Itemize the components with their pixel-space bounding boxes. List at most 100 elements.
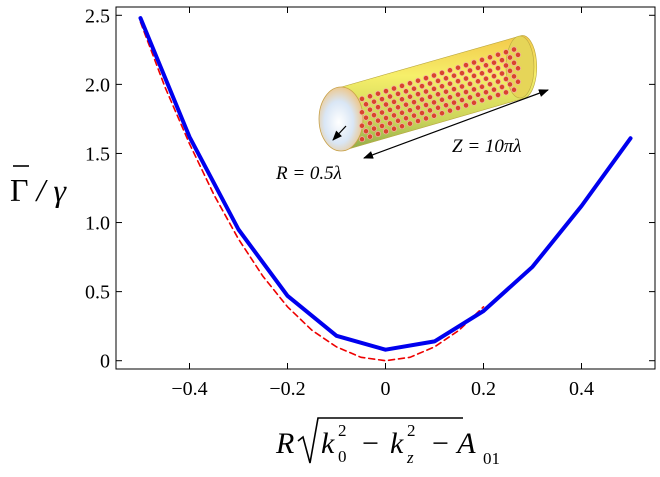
atom-dot	[459, 70, 465, 77]
atom-dot	[371, 125, 377, 132]
x-tick-label: 0.4	[569, 378, 594, 400]
atom-dot	[407, 107, 413, 114]
atom-dot	[411, 85, 417, 92]
length-arrow	[363, 89, 549, 159]
atom-dot	[419, 96, 425, 103]
atom-dot	[515, 78, 521, 85]
atom-dot	[371, 98, 377, 105]
x-tick-label: −0.4	[171, 378, 207, 400]
atom-dot	[443, 75, 449, 82]
atom-dot	[515, 51, 521, 58]
atom-dot	[367, 106, 373, 113]
atom-dot	[383, 128, 389, 135]
atom-dot	[367, 133, 373, 140]
atom-dot	[451, 99, 457, 106]
atom-dot	[491, 86, 497, 93]
atom-dot	[487, 94, 493, 101]
atom-dot	[427, 107, 433, 114]
atom-dot	[431, 85, 437, 92]
atom-dot	[391, 85, 397, 92]
atom-dot	[407, 80, 413, 87]
atom-dot	[447, 107, 453, 114]
atom-dot	[423, 115, 429, 122]
atom-dot	[455, 78, 461, 85]
x-axis-title-sub-b: z	[406, 448, 414, 467]
y-tick-label: 2.5	[85, 5, 110, 27]
atom-dot	[419, 110, 425, 116]
atom-dot	[471, 86, 477, 93]
atom-dot	[435, 104, 441, 111]
y-axis-title: Γ / γ	[10, 165, 67, 208]
x-tick-label: 0.2	[471, 378, 496, 400]
atom-dot	[359, 95, 365, 102]
x-axis-title-sub-c: 01	[483, 449, 500, 468]
atom-dot	[439, 83, 445, 90]
x-axis-title-inner-b: k	[390, 427, 404, 460]
atom-dot	[363, 128, 369, 135]
atom-dot	[507, 54, 513, 61]
atom-dot	[407, 93, 413, 100]
x-axis-title-minus: −	[362, 427, 379, 460]
atom-dot	[387, 120, 393, 127]
atom-dot	[359, 122, 365, 129]
y-tick-label: 1.0	[85, 213, 110, 235]
atom-dot	[511, 46, 517, 53]
atom-dot	[415, 91, 421, 98]
atom-dot	[383, 88, 389, 95]
atom-dot	[459, 83, 465, 90]
atom-dot	[511, 73, 517, 80]
atom-dot	[387, 93, 393, 100]
atom-dot	[487, 54, 493, 61]
atom-dot	[375, 131, 381, 137]
x-axis-title-sup-a: 2	[338, 421, 347, 440]
atom-dot	[431, 72, 437, 79]
atom-dot	[383, 115, 389, 121]
atom-dot	[483, 62, 489, 69]
inset-nanotube: R = 0.5λ Z = 10πλ	[275, 35, 549, 184]
atom-dot	[471, 72, 477, 79]
atom-dot	[363, 114, 369, 121]
atom-dot	[463, 89, 469, 95]
atom-dot	[443, 88, 449, 95]
atom-dot	[427, 93, 433, 100]
series-line-solid	[138, 16, 633, 352]
atom-dot	[391, 125, 397, 132]
atom-dot	[451, 72, 457, 79]
atom-dot	[399, 109, 405, 116]
atom-dot	[479, 56, 485, 63]
y-tick-label: 0	[100, 351, 110, 373]
atom-dot	[391, 98, 397, 105]
atom-dot	[419, 83, 425, 90]
atom-dot	[387, 106, 393, 113]
x-tick-label: 0	[381, 378, 391, 400]
atom-dot	[471, 59, 477, 66]
atom-dot	[479, 97, 485, 104]
atom-dot	[487, 67, 493, 74]
x-axis-title-sub-a: 0	[338, 447, 347, 466]
atom-dot	[367, 120, 373, 127]
atom-dot	[375, 90, 381, 97]
atom-dot	[463, 75, 469, 82]
atom-dot	[471, 99, 477, 106]
tick-labels: −0.4 −0.2 0 0.2 0.4 0 0.5 1.0 1.5 2.0 2.5	[85, 5, 594, 400]
atom-dot	[359, 136, 365, 143]
atom-dot	[511, 86, 517, 93]
atom-dot	[379, 96, 385, 103]
atom-dot	[495, 51, 501, 58]
atom-dot	[487, 81, 493, 88]
atom-dot	[499, 70, 505, 77]
x-tick-label: −0.2	[269, 378, 305, 400]
atom-dot	[395, 90, 401, 97]
atom-dot	[479, 83, 485, 90]
x-axis-title-sup-b: 2	[407, 421, 416, 440]
atom-dot	[467, 67, 473, 74]
atom-dot	[435, 91, 441, 98]
atom-dot	[371, 112, 377, 119]
atom-dot	[427, 80, 433, 87]
atom-dot	[359, 109, 365, 116]
atom-dot	[383, 101, 389, 108]
atom-dot	[411, 99, 417, 106]
atom-dot	[399, 123, 405, 130]
atom-dot	[507, 81, 513, 88]
plot-frame	[115, 6, 656, 370]
